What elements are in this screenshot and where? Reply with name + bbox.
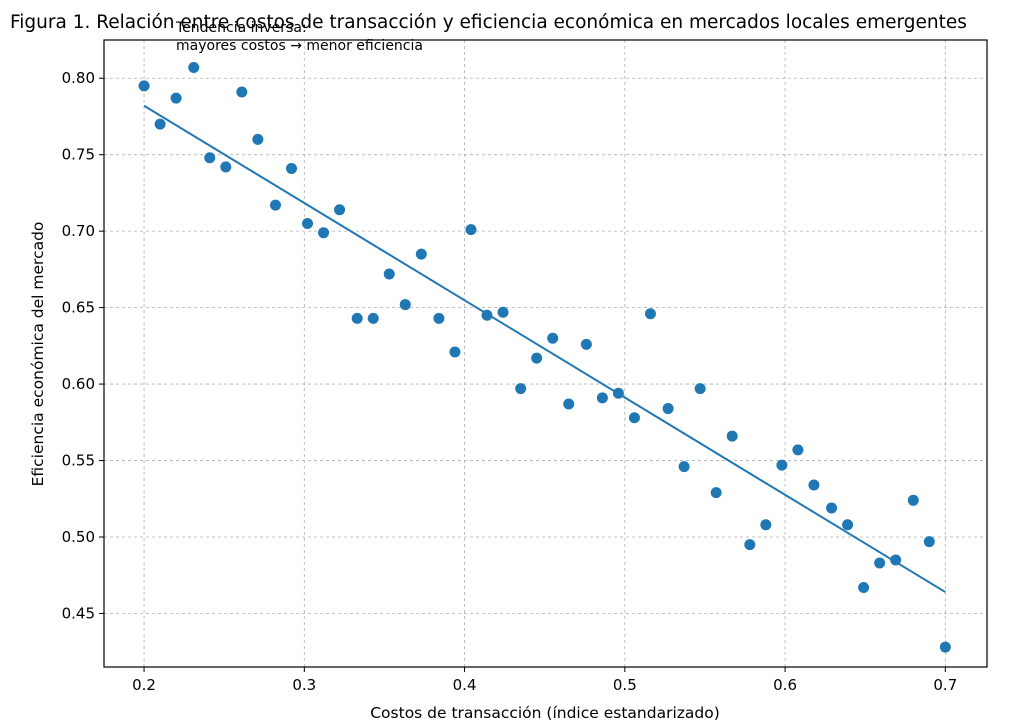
data-point: [449, 346, 461, 358]
x-tick-label: 0.2: [132, 676, 156, 694]
data-point: [628, 412, 640, 424]
data-point: [531, 352, 543, 364]
chart-title: Figura 1. Relación entre costos de trans…: [10, 12, 967, 33]
y-tick-label: 0.70: [62, 222, 95, 240]
y-tick-label: 0.75: [62, 146, 95, 164]
annotation-line-1: Tendencia inversa:: [175, 20, 307, 36]
data-point: [170, 92, 182, 104]
data-point: [907, 494, 919, 506]
data-point: [188, 62, 200, 74]
data-point: [433, 312, 445, 324]
data-point: [318, 227, 330, 239]
x-tick-label: 0.4: [453, 676, 477, 694]
x-axis-label: Costos de transacción (índice estandariz…: [370, 704, 720, 722]
data-point: [694, 383, 706, 395]
trend-line-group: [143, 104, 946, 593]
data-point: [858, 581, 870, 593]
data-point: [563, 398, 575, 410]
x-tick-label: 0.6: [773, 676, 797, 694]
y-axis-label: Eficiencia económica del mercado: [29, 222, 47, 487]
data-point: [760, 519, 772, 531]
y-tick-label: 0.50: [62, 528, 95, 546]
data-point: [923, 536, 935, 548]
data-point: [285, 162, 297, 174]
data-point: [204, 152, 216, 164]
grid-lines: [104, 40, 987, 667]
data-point: [220, 161, 232, 173]
data-point: [596, 392, 608, 404]
data-point: [939, 641, 951, 653]
data-point: [236, 86, 248, 98]
data-point: [644, 308, 656, 320]
data-point: [842, 519, 854, 531]
data-point: [890, 554, 902, 566]
data-point: [252, 133, 264, 145]
data-point: [826, 502, 838, 514]
data-point: [515, 383, 527, 395]
data-point: [726, 430, 738, 442]
x-tick-label: 0.3: [292, 676, 316, 694]
data-point: [710, 487, 722, 499]
data-point: [662, 403, 674, 415]
x-tick-label: 0.5: [613, 676, 637, 694]
data-point: [269, 199, 281, 211]
axes: [103, 39, 988, 668]
y-tick-label: 0.65: [62, 299, 95, 317]
y-tick-label: 0.45: [62, 604, 95, 622]
data-point: [334, 204, 346, 216]
x-tick-label: 0.7: [933, 676, 957, 694]
data-point: [776, 459, 788, 471]
data-point: [138, 80, 150, 92]
data-point: [399, 299, 411, 311]
data-points: [138, 62, 951, 653]
data-point: [351, 312, 363, 324]
y-tick-label: 0.55: [62, 452, 95, 470]
data-point: [678, 461, 690, 473]
plot-frame: [103, 39, 988, 668]
data-point: [547, 332, 559, 344]
data-point: [792, 444, 804, 456]
data-point: [744, 539, 756, 551]
data-point: [874, 557, 886, 569]
data-point: [415, 248, 427, 260]
data-point: [497, 306, 509, 318]
data-point: [580, 338, 592, 350]
data-point: [465, 224, 477, 236]
data-point: [481, 309, 493, 321]
tick-marks: 0.2 0.3 0.4 0.5 0.6 0.7 0.45 0.50 0.55 0.60 0.65 0.…: [62, 69, 958, 694]
data-point: [808, 479, 820, 491]
y-tick-label: 0.80: [62, 69, 95, 87]
data-point: [154, 118, 166, 130]
data-point: [383, 268, 395, 280]
data-point: [367, 312, 379, 324]
trend-line: [143, 104, 946, 593]
data-point: [302, 218, 314, 230]
data-point: [612, 387, 624, 399]
y-tick-label: 0.60: [62, 375, 95, 393]
annotation-line-2: mayores costos → menor eficiencia: [176, 38, 423, 54]
